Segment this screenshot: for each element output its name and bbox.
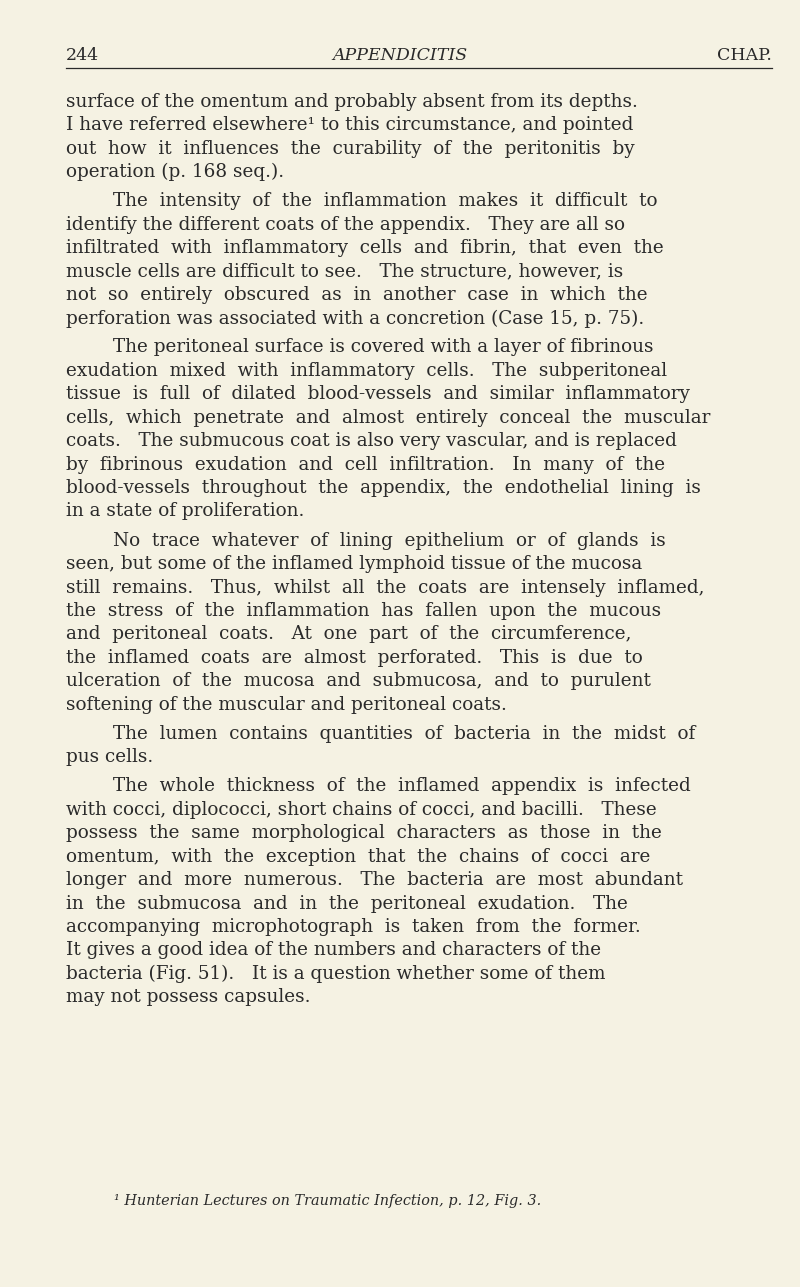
Text: seen, but some of the inflamed lymphoid tissue of the mucosa: seen, but some of the inflamed lymphoid … xyxy=(66,555,642,573)
Text: 244: 244 xyxy=(66,46,98,64)
Text: The  lumen  contains  quantities  of  bacteria  in  the  midst  of: The lumen contains quantities of bacteri… xyxy=(66,725,695,743)
Text: in  the  submucosa  and  in  the  peritoneal  exudation.   The: in the submucosa and in the peritoneal e… xyxy=(66,894,627,912)
Text: exudation  mixed  with  inflammatory  cells.   The  subperitoneal: exudation mixed with inflammatory cells.… xyxy=(66,362,666,380)
Text: longer  and  more  numerous.   The  bacteria  are  most  abundant: longer and more numerous. The bacteria a… xyxy=(66,871,682,889)
Text: I have referred elsewhere¹ to this circumstance, and pointed: I have referred elsewhere¹ to this circu… xyxy=(66,116,633,134)
Text: still  remains.   Thus,  whilst  all  the  coats  are  intensely  inflamed,: still remains. Thus, whilst all the coat… xyxy=(66,578,704,596)
Text: out  how  it  influences  the  curability  of  the  peritonitis  by: out how it influences the curability of … xyxy=(66,139,634,157)
Text: with cocci, diplococci, short chains of cocci, and bacilli.   These: with cocci, diplococci, short chains of … xyxy=(66,801,656,819)
Text: The  whole  thickness  of  the  inflamed  appendix  is  infected: The whole thickness of the inflamed appe… xyxy=(66,777,690,795)
Text: the  stress  of  the  inflammation  has  fallen  upon  the  mucous: the stress of the inflammation has falle… xyxy=(66,602,661,620)
Text: pus cells.: pus cells. xyxy=(66,748,153,766)
Text: CHAP.: CHAP. xyxy=(717,46,772,64)
Text: identify the different coats of the appendix.   They are all so: identify the different coats of the appe… xyxy=(66,215,625,233)
Text: in a state of proliferation.: in a state of proliferation. xyxy=(66,502,304,520)
Text: the  inflamed  coats  are  almost  perforated.   This  is  due  to: the inflamed coats are almost perforated… xyxy=(66,649,642,667)
Text: perforation was associated with a concretion (Case 15, p. 75).: perforation was associated with a concre… xyxy=(66,309,644,327)
Text: operation (p. 168 seq.).: operation (p. 168 seq.). xyxy=(66,163,284,181)
Text: The peritoneal surface is covered with a layer of fibrinous: The peritoneal surface is covered with a… xyxy=(66,338,653,356)
Text: APPENDICITIS: APPENDICITIS xyxy=(333,46,467,64)
Text: tissue  is  full  of  dilated  blood-vessels  and  similar  inflammatory: tissue is full of dilated blood-vessels … xyxy=(66,385,690,403)
Text: omentum,  with  the  exception  that  the  chains  of  cocci  are: omentum, with the exception that the cha… xyxy=(66,848,650,866)
Text: by  fibrinous  exudation  and  cell  infiltration.   In  many  of  the: by fibrinous exudation and cell infiltra… xyxy=(66,456,665,474)
Text: ¹ Hunterian Lectures on Traumatic Infection, p. 12, Fig. 3.: ¹ Hunterian Lectures on Traumatic Infect… xyxy=(114,1194,541,1208)
Text: softening of the muscular and peritoneal coats.: softening of the muscular and peritoneal… xyxy=(66,695,506,713)
Text: muscle cells are difficult to see.   The structure, however, is: muscle cells are difficult to see. The s… xyxy=(66,263,623,281)
Text: possess  the  same  morphological  characters  as  those  in  the: possess the same morphological character… xyxy=(66,824,662,842)
Text: and  peritoneal  coats.   At  one  part  of  the  circumference,: and peritoneal coats. At one part of the… xyxy=(66,625,631,644)
Text: bacteria (Fig. 51).   It is a question whether some of them: bacteria (Fig. 51). It is a question whe… xyxy=(66,965,605,983)
Text: cells,  which  penetrate  and  almost  entirely  conceal  the  muscular: cells, which penetrate and almost entire… xyxy=(66,409,710,427)
Text: accompanying  microphotograph  is  taken  from  the  former.: accompanying microphotograph is taken fr… xyxy=(66,918,640,936)
Text: It gives a good idea of the numbers and characters of the: It gives a good idea of the numbers and … xyxy=(66,941,601,959)
Text: infiltrated  with  inflammatory  cells  and  fibrin,  that  even  the: infiltrated with inflammatory cells and … xyxy=(66,239,663,257)
Text: No  trace  whatever  of  lining  epithelium  or  of  glands  is: No trace whatever of lining epithelium o… xyxy=(66,532,666,550)
Text: ulceration  of  the  mucosa  and  submucosa,  and  to  purulent: ulceration of the mucosa and submucosa, … xyxy=(66,672,650,690)
Text: blood-vessels  throughout  the  appendix,  the  endothelial  lining  is: blood-vessels throughout the appendix, t… xyxy=(66,479,701,497)
Text: may not possess capsules.: may not possess capsules. xyxy=(66,988,310,1006)
Text: coats.   The submucous coat is also very vascular, and is replaced: coats. The submucous coat is also very v… xyxy=(66,432,677,450)
Text: not  so  entirely  obscured  as  in  another  case  in  which  the: not so entirely obscured as in another c… xyxy=(66,286,647,304)
Text: The  intensity  of  the  inflammation  makes  it  difficult  to: The intensity of the inflammation makes … xyxy=(66,192,657,210)
Text: surface of the omentum and probably absent from its depths.: surface of the omentum and probably abse… xyxy=(66,93,638,111)
